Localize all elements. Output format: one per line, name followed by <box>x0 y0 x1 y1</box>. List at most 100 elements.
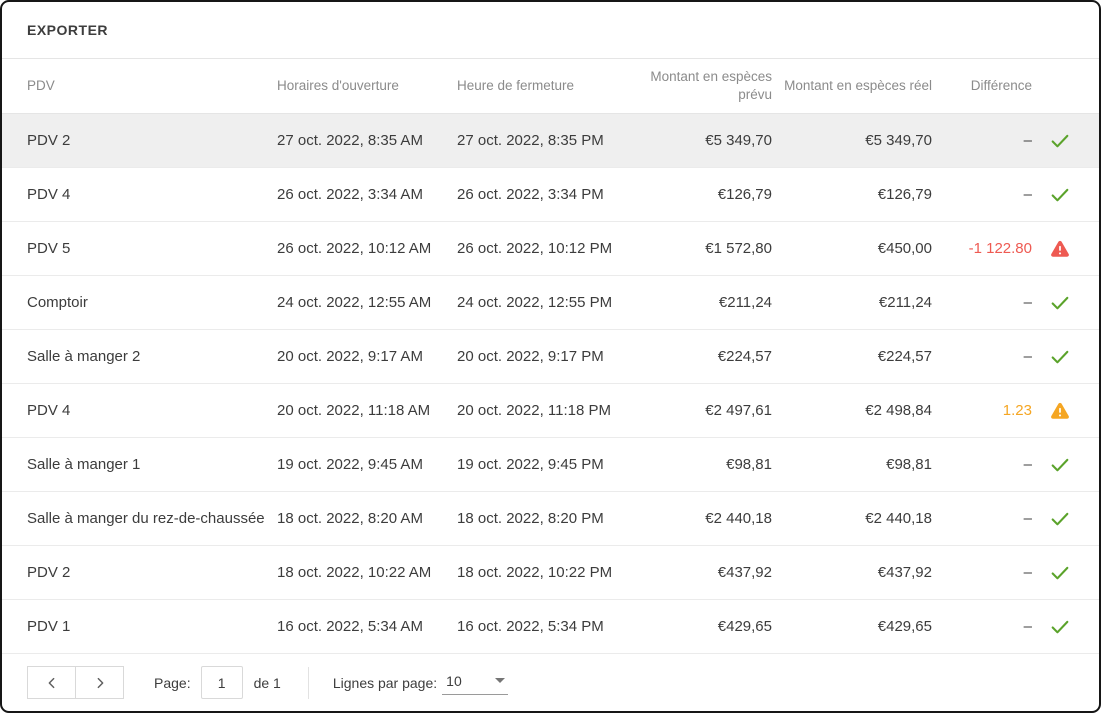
cell-status <box>1032 238 1088 260</box>
cell-opening-time: 20 oct. 2022, 9:17 AM <box>277 348 423 365</box>
cell-pdv: PDV 2 <box>27 132 71 149</box>
table-row[interactable]: PDV 1 16 oct. 2022, 5:34 AM 16 oct. 2022… <box>2 600 1099 654</box>
cell-opening-time: 18 oct. 2022, 8:20 AM <box>277 510 423 527</box>
next-page-button[interactable] <box>75 666 124 699</box>
cell-actual-cash: €437,92 <box>877 564 932 581</box>
cell-difference: – <box>1023 564 1032 581</box>
rows-per-page-label: Lignes par page: <box>332 674 438 691</box>
cell-opening-time: 26 oct. 2022, 10:12 AM <box>277 240 432 257</box>
page-number-input[interactable] <box>200 666 243 699</box>
table-row[interactable]: Salle à manger 1 19 oct. 2022, 9:45 AM 1… <box>2 438 1099 492</box>
cell-expected-cash: €1 572,80 <box>705 240 772 257</box>
cell-opening-time: 20 oct. 2022, 11:18 AM <box>277 402 431 419</box>
check-icon <box>1049 130 1071 152</box>
cell-actual-cash: €450,00 <box>877 240 932 257</box>
table-header-row: PDV Horaires d'ouverture Heure de fermet… <box>2 59 1099 114</box>
cell-closing-time: 19 oct. 2022, 9:45 PM <box>457 456 604 473</box>
cell-closing-time: 20 oct. 2022, 9:17 PM <box>457 348 604 365</box>
rows-per-page: Lignes par page: 10 <box>332 671 509 695</box>
cell-status <box>1032 292 1088 314</box>
cell-pdv: PDV 2 <box>27 564 71 581</box>
cell-expected-cash: €437,92 <box>717 564 772 581</box>
cell-pdv: PDV 4 <box>27 402 71 419</box>
cell-actual-cash: €5 349,70 <box>865 132 932 149</box>
warning-triangle-icon <box>1049 238 1071 260</box>
cell-closing-time: 26 oct. 2022, 3:34 PM <box>457 186 604 203</box>
cell-opening-time: 18 oct. 2022, 10:22 AM <box>277 564 432 581</box>
cell-closing-time: 27 oct. 2022, 8:35 PM <box>457 132 604 149</box>
check-icon <box>1049 346 1071 368</box>
cell-difference: – <box>1023 510 1032 527</box>
table-row[interactable]: Salle à manger du rez-de-chaussée 18 oct… <box>2 492 1099 546</box>
page-label: Page: <box>154 674 191 691</box>
table-row[interactable]: PDV 4 26 oct. 2022, 3:34 AM 26 oct. 2022… <box>2 168 1099 222</box>
cell-opening-time: 27 oct. 2022, 8:35 AM <box>277 132 423 149</box>
cell-actual-cash: €211,24 <box>878 294 932 311</box>
check-icon <box>1049 292 1071 314</box>
page-count-label: de 1 <box>253 674 281 691</box>
check-icon <box>1049 562 1071 584</box>
column-header-closing-time: Heure de fermeture <box>457 78 575 94</box>
cell-pdv: Comptoir <box>27 294 88 311</box>
chevron-right-icon <box>92 675 108 691</box>
column-header-expected-cash: Montant en espèces prévu <box>650 69 772 102</box>
cell-status <box>1032 454 1088 476</box>
cell-status <box>1032 616 1088 638</box>
table-row[interactable]: PDV 2 27 oct. 2022, 8:35 AM 27 oct. 2022… <box>2 114 1099 168</box>
cell-status <box>1032 562 1088 584</box>
cell-closing-time: 20 oct. 2022, 11:18 PM <box>457 402 611 419</box>
column-header-pdv: PDV <box>27 78 55 94</box>
column-header-actual-cash: Montant en espèces réel <box>784 78 932 94</box>
cell-status <box>1032 130 1088 152</box>
pager-buttons <box>27 666 124 699</box>
table-row[interactable]: PDV 5 26 oct. 2022, 10:12 AM 26 oct. 202… <box>2 222 1099 276</box>
cell-status <box>1032 184 1088 206</box>
cell-difference: – <box>1023 348 1032 365</box>
cell-actual-cash: €224,57 <box>877 348 932 365</box>
column-header-difference: Différence <box>970 78 1032 94</box>
chevron-left-icon <box>44 675 60 691</box>
table-row[interactable]: Salle à manger 2 20 oct. 2022, 9:17 AM 2… <box>2 330 1099 384</box>
cell-actual-cash: €2 440,18 <box>865 510 932 527</box>
table-row[interactable]: PDV 2 18 oct. 2022, 10:22 AM 18 oct. 202… <box>2 546 1099 600</box>
cell-difference: – <box>1023 618 1032 635</box>
cell-status <box>1032 400 1088 422</box>
cell-opening-time: 19 oct. 2022, 9:45 AM <box>277 456 423 473</box>
table-row[interactable]: PDV 4 20 oct. 2022, 11:18 AM 20 oct. 202… <box>2 384 1099 438</box>
rows-per-page-value: 10 <box>446 672 462 689</box>
cell-expected-cash: €211,24 <box>718 294 772 311</box>
check-icon <box>1049 508 1071 530</box>
cell-pdv: PDV 1 <box>27 618 71 635</box>
cell-expected-cash: €2 440,18 <box>705 510 772 527</box>
cell-pdv: Salle à manger 1 <box>27 456 141 473</box>
previous-page-button[interactable] <box>27 666 76 699</box>
cell-closing-time: 18 oct. 2022, 10:22 PM <box>457 564 613 581</box>
check-icon <box>1049 454 1071 476</box>
toolbar: EXPORTER <box>2 2 1099 59</box>
cell-pdv: PDV 4 <box>27 186 71 203</box>
export-button[interactable]: EXPORTER <box>27 14 108 46</box>
check-icon <box>1049 184 1071 206</box>
cell-opening-time: 16 oct. 2022, 5:34 AM <box>277 618 423 635</box>
cell-actual-cash: €429,65 <box>877 618 932 635</box>
cell-pdv: Salle à manger du rez-de-chaussée <box>27 510 265 527</box>
check-icon <box>1049 616 1071 638</box>
cell-expected-cash: €5 349,70 <box>705 132 772 149</box>
rows-per-page-select[interactable]: 10 <box>442 671 509 695</box>
cell-closing-time: 26 oct. 2022, 10:12 PM <box>457 240 613 257</box>
cell-actual-cash: €2 498,84 <box>865 402 932 419</box>
cell-difference: – <box>1023 294 1032 311</box>
cell-status <box>1032 508 1088 530</box>
footer-divider <box>307 666 309 699</box>
cell-actual-cash: €98,81 <box>886 456 932 473</box>
cell-expected-cash: €224,57 <box>717 348 772 365</box>
table-body: PDV 2 27 oct. 2022, 8:35 AM 27 oct. 2022… <box>2 114 1099 654</box>
table-row[interactable]: Comptoir 24 oct. 2022, 12:55 AM 24 oct. … <box>2 276 1099 330</box>
cell-closing-time: 16 oct. 2022, 5:34 PM <box>457 618 604 635</box>
column-header-opening-time: Horaires d'ouverture <box>277 78 399 94</box>
cell-opening-time: 26 oct. 2022, 3:34 AM <box>277 186 423 203</box>
cell-pdv: Salle à manger 2 <box>27 348 141 365</box>
cell-opening-time: 24 oct. 2022, 12:55 AM <box>277 294 432 311</box>
cell-difference: -1 122.80 <box>968 240 1032 257</box>
cell-status <box>1032 346 1088 368</box>
